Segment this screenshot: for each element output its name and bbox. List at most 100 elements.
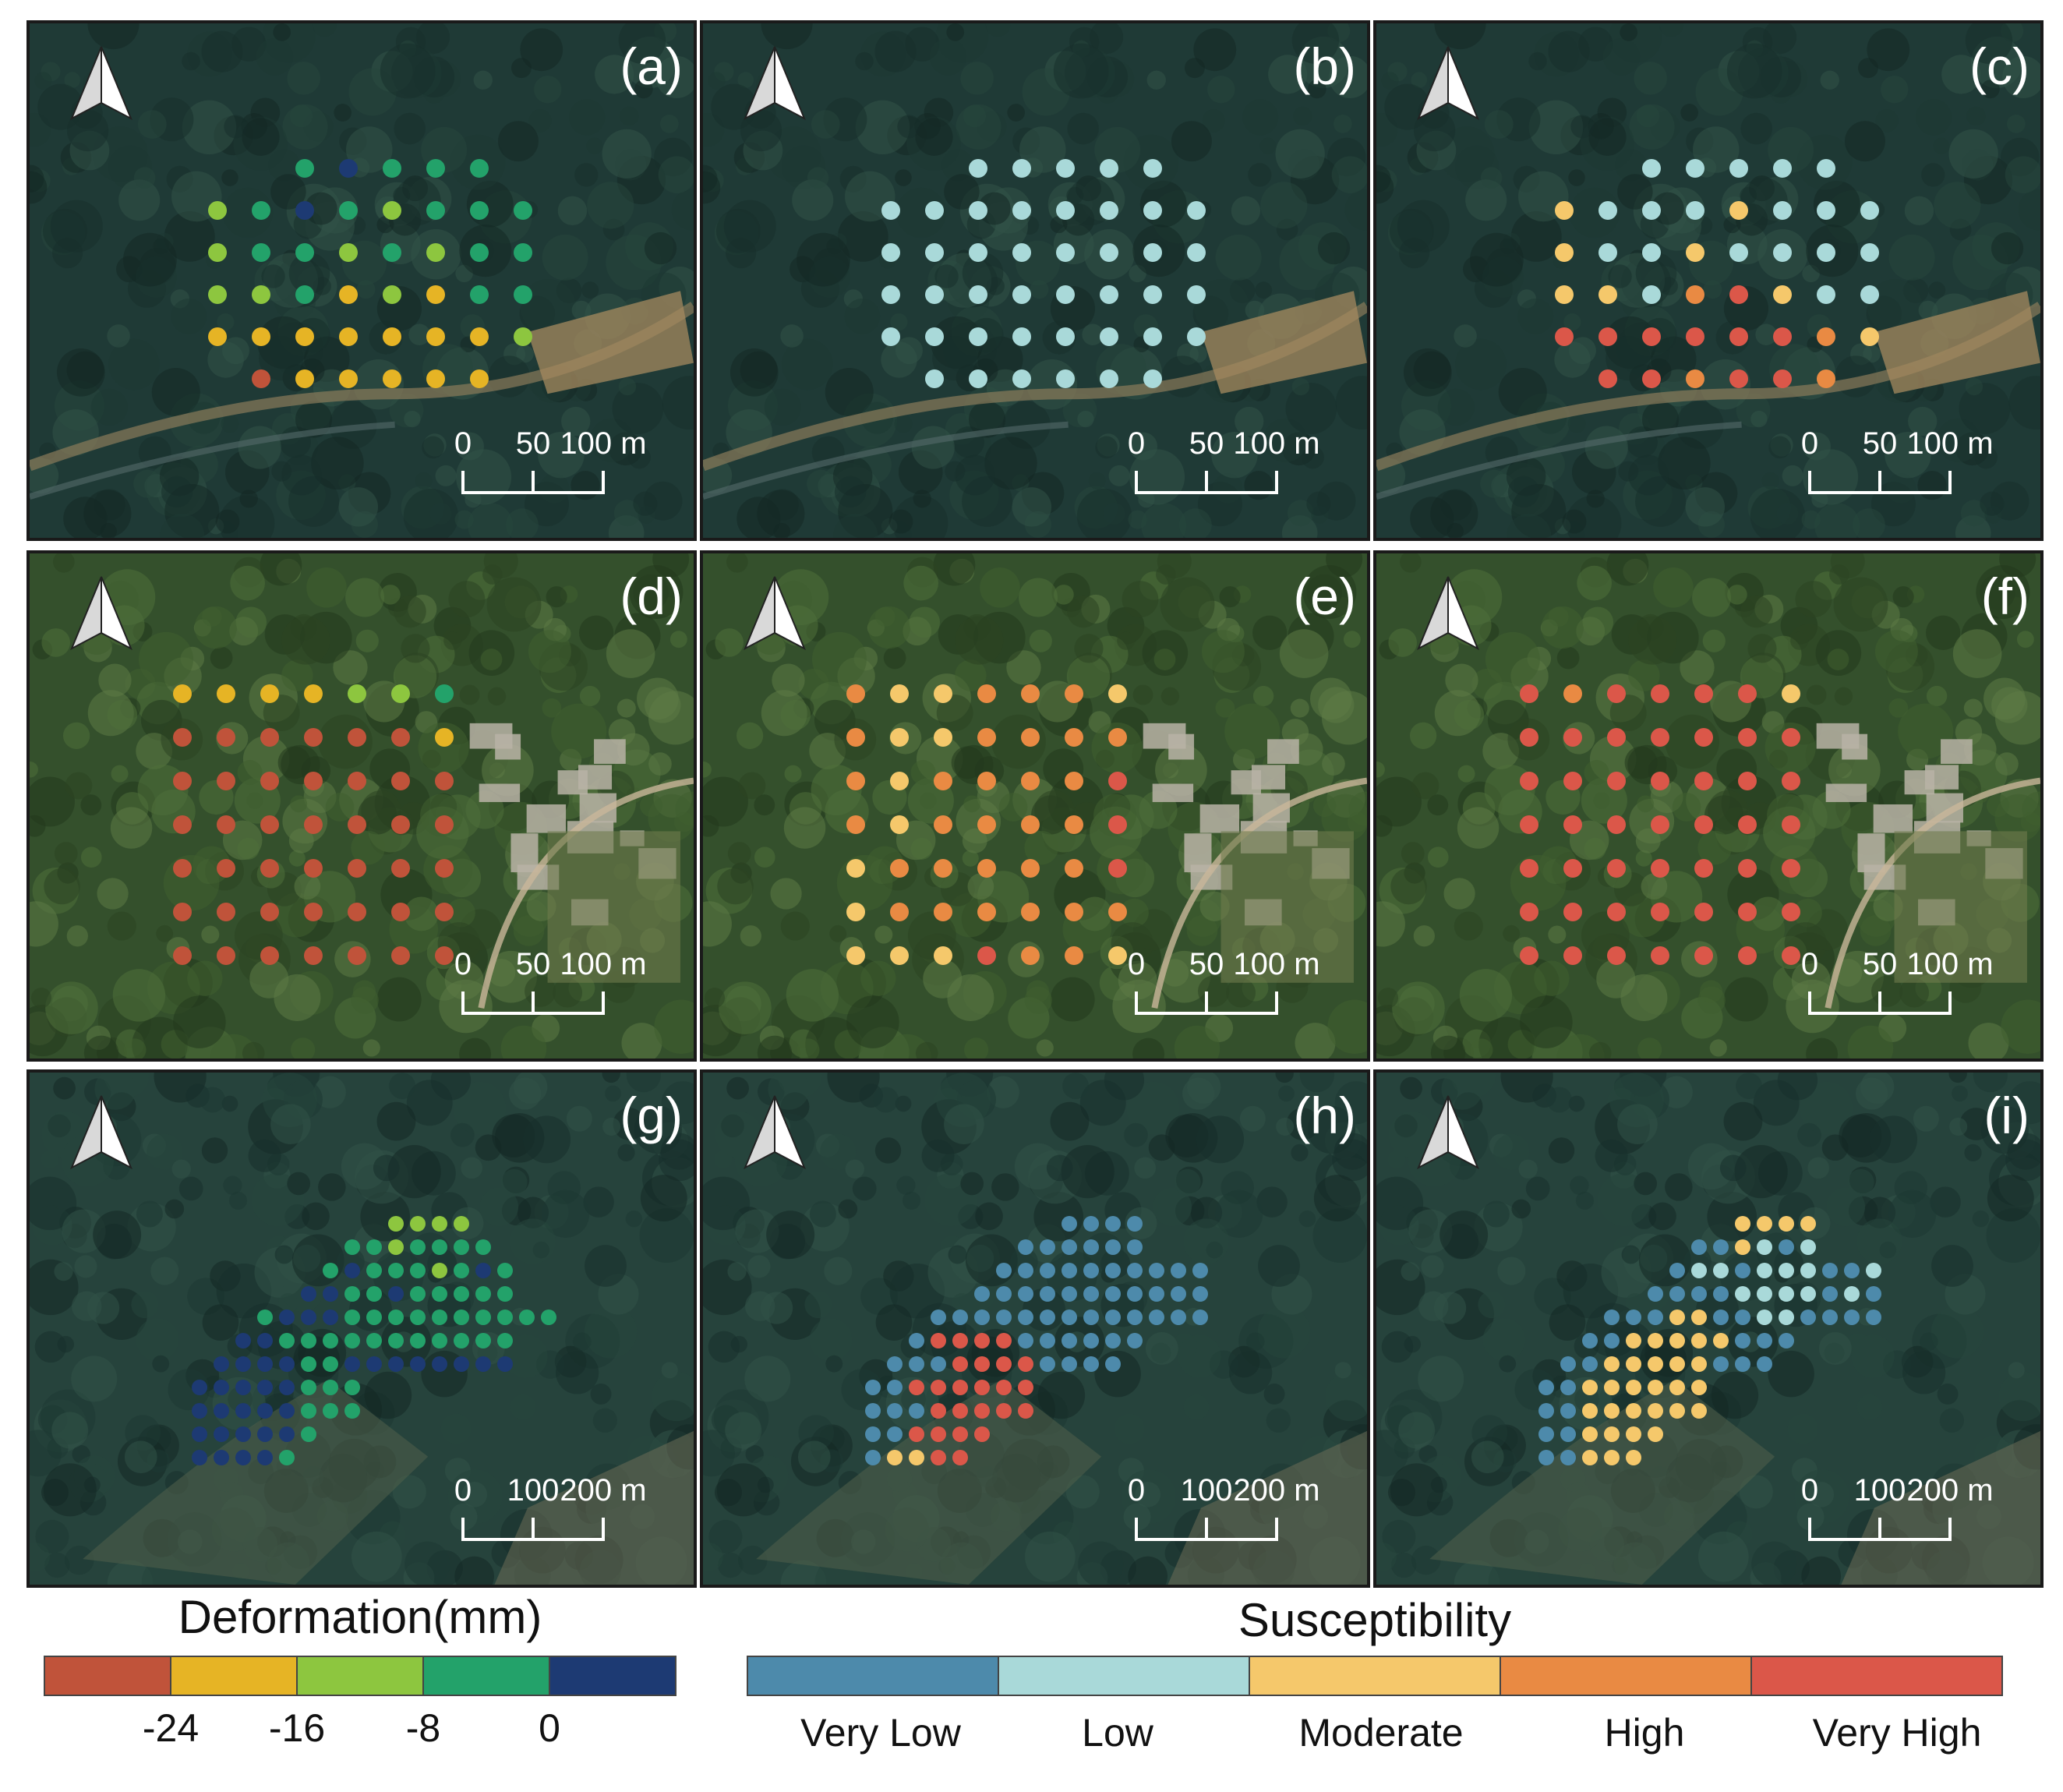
point-layer: [192, 1216, 556, 1465]
survey-point: [1563, 815, 1582, 834]
survey-point: [279, 1403, 295, 1419]
susceptibility-class-2: [1249, 1656, 1501, 1696]
survey-point: [1056, 285, 1075, 304]
survey-point: [454, 1239, 469, 1255]
survey-point: [1607, 859, 1626, 878]
survey-point: [208, 285, 227, 304]
survey-point: [391, 728, 410, 747]
survey-point: [1062, 1310, 1077, 1325]
survey-point: [1860, 201, 1879, 220]
survey-point: [1729, 327, 1748, 346]
survey-point: [1582, 1403, 1598, 1419]
survey-point: [887, 1380, 903, 1395]
survey-point: [1065, 728, 1083, 747]
north-arrow-icon: [70, 576, 132, 651]
scale-label: 200 m: [560, 1473, 646, 1507]
survey-point: [952, 1403, 968, 1419]
survey-point: [1782, 772, 1800, 790]
survey-point: [1105, 1333, 1121, 1348]
survey-point: [969, 285, 987, 304]
survey-point: [996, 1333, 1012, 1348]
survey-point: [301, 1286, 316, 1302]
survey-point: [974, 1380, 990, 1395]
survey-point: [432, 1263, 447, 1278]
survey-point: [934, 772, 952, 790]
survey-point: [1642, 201, 1661, 220]
terrain-texture: [30, 23, 694, 538]
survey-point: [1822, 1286, 1838, 1302]
survey-point: [295, 201, 314, 220]
survey-point: [1062, 1263, 1077, 1278]
survey-point: [846, 772, 865, 790]
survey-point: [1582, 1356, 1598, 1372]
survey-point: [388, 1239, 404, 1255]
scale-label: 0: [1128, 947, 1145, 981]
survey-point: [257, 1426, 273, 1442]
survey-point: [344, 1263, 360, 1278]
field: [1894, 831, 2027, 983]
survey-point: [925, 201, 944, 220]
scale-bar: 0 50 100 m: [1128, 426, 1320, 494]
survey-point: [1012, 285, 1031, 304]
survey-point: [1626, 1333, 1641, 1348]
scale-label: 100 m: [560, 426, 646, 461]
panel-label: (b): [1293, 37, 1356, 95]
survey-point: [1738, 684, 1757, 703]
north-arrow-icon: [70, 46, 132, 121]
survey-point: [1100, 159, 1118, 178]
survey-point: [1738, 859, 1757, 878]
survey-point: [1773, 327, 1792, 346]
survey-point: [214, 1380, 229, 1395]
map-panel-f: (f) 0 50 100 m: [1373, 550, 2044, 1062]
survey-point: [1192, 1263, 1208, 1278]
survey-point: [1691, 1263, 1707, 1278]
survey-point: [1817, 243, 1835, 262]
scale-label: 100: [1181, 1473, 1233, 1507]
survey-point: [996, 1263, 1012, 1278]
survey-point: [977, 684, 996, 703]
survey-point: [214, 1356, 229, 1372]
scale-bar: 0 50 100 m: [1801, 426, 1994, 494]
survey-point: [1065, 684, 1083, 703]
survey-point: [1822, 1263, 1838, 1278]
susceptibility-class-label: Moderate: [1298, 1711, 1464, 1755]
map-d-svg: (d) 0 50 100 m: [30, 553, 694, 1059]
survey-point: [348, 946, 366, 965]
survey-point: [260, 728, 279, 747]
map-panel-i: (i) 0 100 200 m: [1373, 1069, 2044, 1588]
survey-point: [1735, 1356, 1750, 1372]
map-h-svg: (h) 0 100 200 m: [703, 1073, 1367, 1585]
survey-point: [1520, 815, 1538, 834]
survey-point: [1735, 1239, 1750, 1255]
survey-point: [969, 159, 987, 178]
survey-point: [301, 1356, 316, 1372]
survey-point: [1604, 1403, 1620, 1419]
survey-point: [1520, 772, 1538, 790]
survey-point: [339, 243, 358, 262]
survey-point: [1149, 1286, 1164, 1302]
survey-point: [1560, 1426, 1576, 1442]
survey-point: [173, 859, 192, 878]
survey-point: [366, 1310, 382, 1325]
panel-label: (d): [620, 567, 683, 625]
survey-point: [1800, 1263, 1816, 1278]
survey-point: [977, 772, 996, 790]
panel-label: (c): [1969, 37, 2029, 95]
survey-point: [1108, 728, 1127, 747]
survey-point: [383, 369, 401, 388]
survey-point: [1651, 859, 1669, 878]
survey-point: [432, 1216, 447, 1232]
survey-point: [974, 1333, 990, 1348]
survey-point: [1563, 772, 1582, 790]
survey-point: [890, 859, 909, 878]
survey-point: [1143, 201, 1162, 220]
survey-point: [426, 369, 445, 388]
survey-point: [304, 684, 323, 703]
survey-point: [1773, 159, 1792, 178]
survey-point: [339, 159, 358, 178]
survey-point: [1105, 1239, 1121, 1255]
survey-point: [235, 1403, 251, 1419]
survey-point: [301, 1380, 316, 1395]
scale-label: 0: [1801, 426, 1818, 461]
survey-point: [1560, 1403, 1576, 1419]
